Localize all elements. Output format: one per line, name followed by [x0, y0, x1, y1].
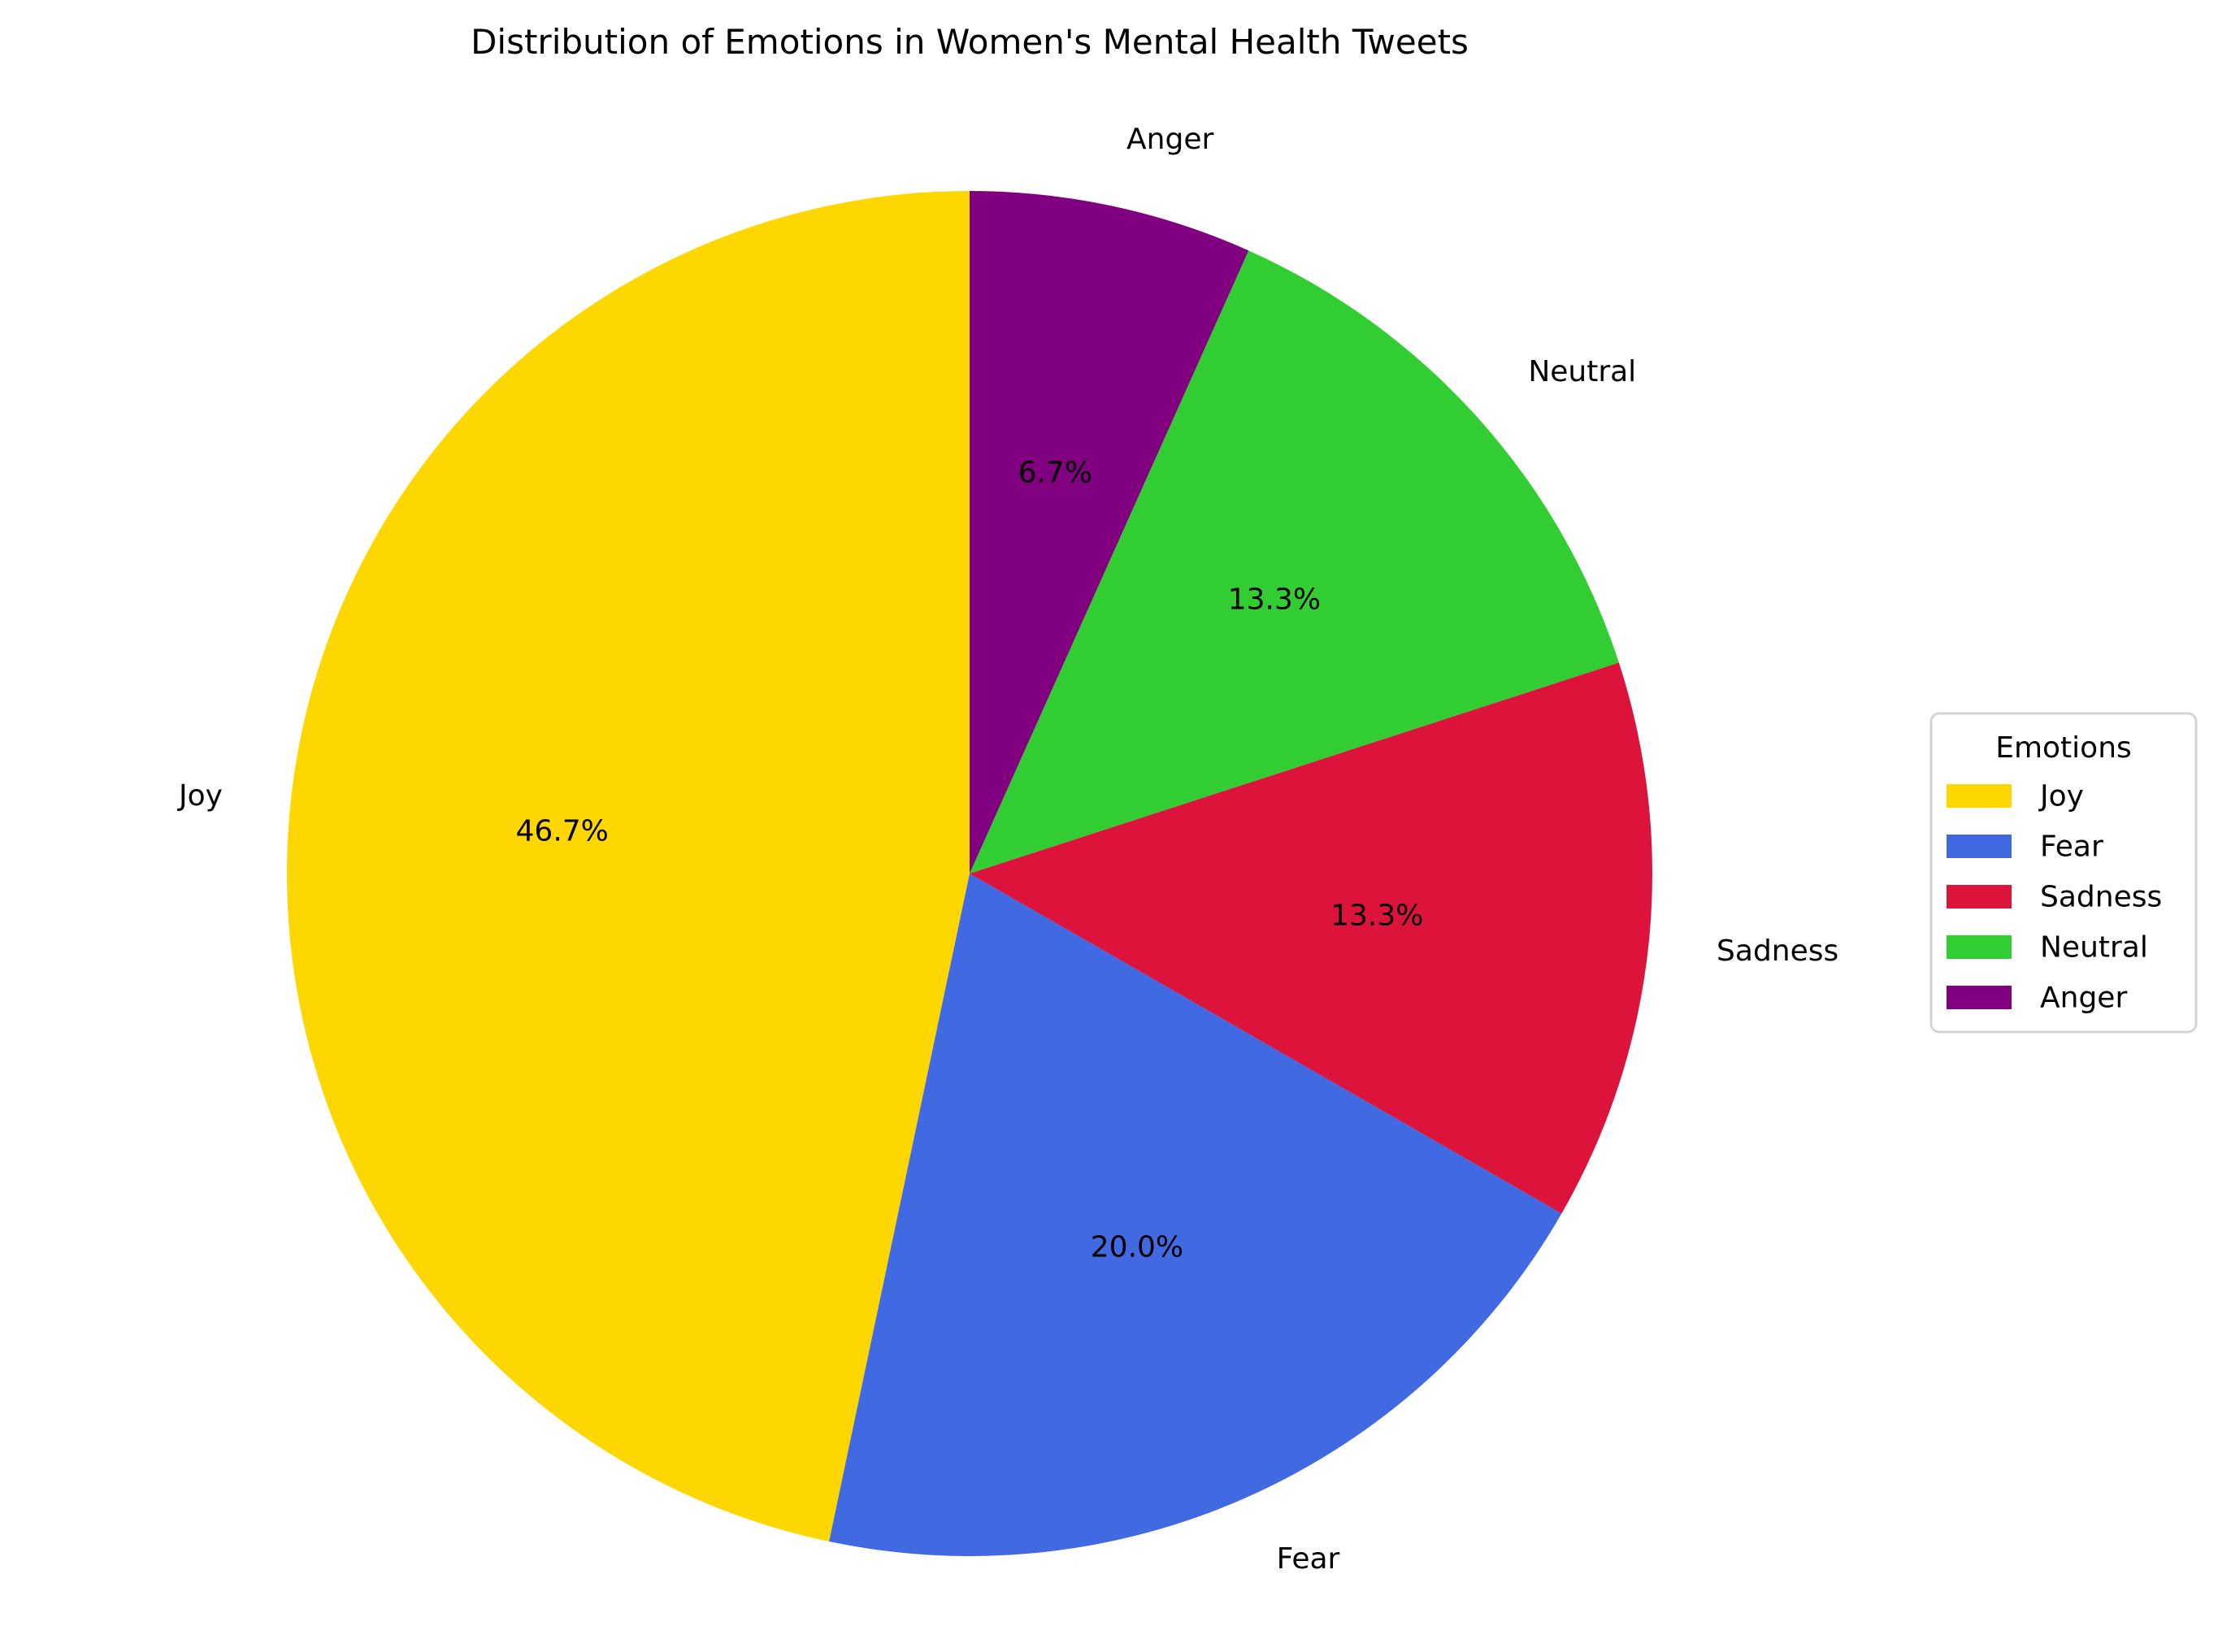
- slice-labels: Joy Fear Sadness Neutral Anger: [177, 123, 1838, 1576]
- legend-label-sadness: Sadness: [2040, 881, 2162, 914]
- legend-swatch-joy: [1947, 784, 2012, 808]
- pie-slice-neutral: [970, 250, 1619, 874]
- legend-label-fear: Fear: [2040, 830, 2103, 864]
- slice-label-joy: Joy: [177, 779, 223, 813]
- percent-labels: 46.7% 20.0% 13.3% 13.3% 6.7%: [516, 457, 1424, 1264]
- slice-label-neutral: Neutral: [1528, 355, 1636, 388]
- percent-label-neutral: 13.3%: [1228, 583, 1321, 617]
- pie-slice-anger: [970, 191, 1249, 874]
- legend-title: Emotions: [1995, 731, 2132, 765]
- slice-label-fear: Fear: [1277, 1542, 1340, 1576]
- legend-swatch-fear: [1947, 835, 2012, 858]
- chart-title: Distribution of Emotions in Women's Ment…: [471, 22, 1469, 62]
- pie-slices: [286, 191, 1652, 1556]
- legend-swatch-anger: [1947, 986, 2012, 1009]
- legend-label-anger: Anger: [2040, 982, 2127, 1015]
- legend-label-joy: Joy: [2038, 780, 2084, 813]
- percent-label-sadness: 13.3%: [1330, 900, 1423, 933]
- pie-slice-sadness: [970, 662, 1652, 1214]
- percent-label-anger: 6.7%: [1018, 457, 1092, 490]
- percent-label-joy: 46.7%: [516, 814, 609, 848]
- pie-slice-joy: [286, 191, 970, 1542]
- slice-label-sadness: Sadness: [1717, 934, 1838, 968]
- pie-slice-fear: [829, 874, 1562, 1556]
- slice-label-anger: Anger: [1126, 123, 1213, 156]
- legend-swatch-sadness: [1947, 885, 2012, 908]
- legend: Emotions Joy Fear Sadness Neutral Anger: [1929, 712, 2198, 1034]
- percent-label-fear: 20.0%: [1091, 1230, 1183, 1264]
- legend-label-neutral: Neutral: [2040, 931, 2148, 965]
- legend-items: Joy Fear Sadness Neutral Anger: [1947, 780, 2162, 1015]
- legend-swatch-neutral: [1947, 935, 2012, 959]
